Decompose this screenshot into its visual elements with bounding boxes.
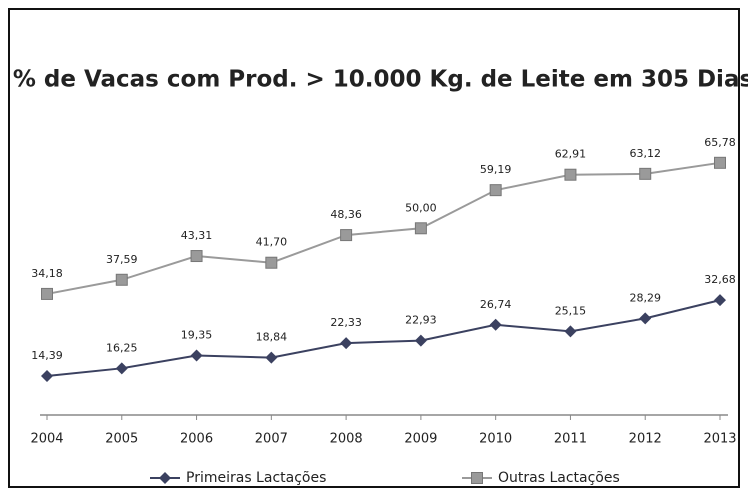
point (265, 256, 278, 269)
value-label: 50,00 (405, 201, 437, 214)
x-tick-label: 2007 (255, 432, 288, 447)
value-label: 25,15 (555, 304, 587, 317)
value-label: 32,68 (704, 273, 736, 286)
frame (8, 8, 740, 488)
value-label: 65,78 (704, 136, 736, 149)
value-label: 37,59 (106, 253, 138, 266)
point (714, 156, 726, 169)
value-label: 43,31 (181, 229, 213, 242)
point (115, 362, 128, 375)
value-label: 22,93 (405, 314, 437, 327)
x-tick-label: 2013 (703, 432, 736, 447)
point (414, 334, 427, 347)
value-label: 59,19 (480, 163, 512, 176)
value-label: 18,84 (256, 331, 288, 344)
x-tick-label: 2010 (479, 432, 512, 447)
value-label: 63,12 (629, 147, 661, 160)
point (714, 294, 726, 307)
point (41, 287, 53, 300)
point (41, 370, 53, 383)
legend-label: Primeiras Lactações (186, 470, 326, 486)
x-tick-label: 2004 (30, 432, 63, 447)
point (265, 351, 278, 364)
x-tick-label: 2006 (180, 432, 213, 447)
value-label: 62,91 (555, 148, 587, 161)
value-label: 16,25 (106, 341, 138, 354)
x-tick-label: 2011 (554, 432, 587, 447)
x-tick-label: 2012 (629, 432, 662, 447)
x-tick-label: 2008 (330, 432, 363, 447)
point (414, 222, 427, 235)
point (190, 349, 203, 362)
value-label: 19,35 (181, 328, 213, 341)
legend-marker (159, 472, 171, 484)
point (115, 273, 128, 286)
value-label: 41,70 (256, 236, 288, 249)
point (489, 318, 502, 331)
x-tick-label: 2009 (404, 432, 437, 447)
point (340, 337, 353, 350)
point (639, 167, 652, 180)
point (489, 184, 502, 197)
legend-marker (471, 472, 483, 484)
series-line (46, 161, 721, 295)
value-label: 22,33 (330, 316, 362, 329)
x-tick-label: 2005 (105, 432, 138, 447)
point (340, 229, 353, 242)
value-label: 34,18 (31, 267, 63, 280)
series-line (46, 299, 721, 378)
point (564, 168, 577, 181)
value-label: 28,29 (629, 291, 661, 304)
point (190, 250, 203, 263)
value-label: 26,74 (480, 298, 512, 311)
point (564, 325, 577, 338)
legend-label: Outras Lactações (498, 470, 620, 486)
value-label: 14,39 (31, 349, 63, 362)
chart-title: % de Vacas com Prod. > 10.000 Kg. de Lei… (13, 67, 748, 93)
value-label: 48,36 (330, 208, 362, 221)
point (639, 312, 652, 325)
